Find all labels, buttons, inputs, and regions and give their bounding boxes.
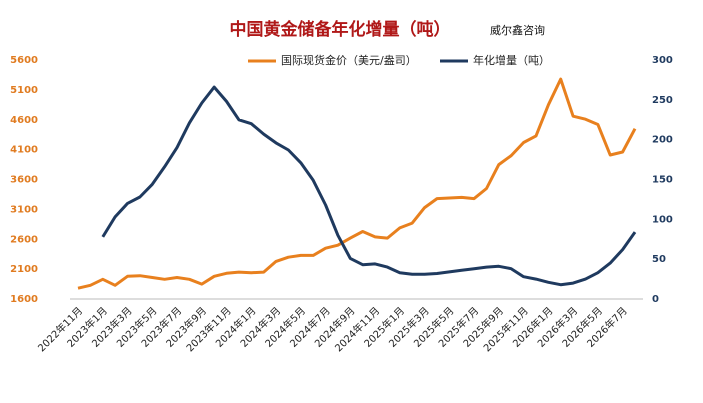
legend-label: 年化增量（吨） [473,53,550,67]
y-tick-label: 2600 [10,234,38,245]
y2-tick-label: 100 [652,214,673,225]
y-tick-label: 1600 [10,294,38,305]
y2-tick-label: 300 [652,55,673,66]
chart-title: 中国黄金储备年化增量（吨） [230,19,451,40]
y-tick-label: 3600 [10,175,38,186]
y2-tick-label: 0 [652,294,659,305]
y2-tick-label: 150 [652,175,673,186]
legend-label: 国际现货金价（美元/盎司） [281,53,417,67]
series-line [77,77,637,290]
series-line [101,85,637,287]
y-tick-label: 4600 [10,115,38,126]
y-tick-label: 5600 [10,55,38,66]
y-tick-label: 3100 [10,204,38,215]
y-tick-label: 2100 [10,264,38,275]
y-tick-label: 5100 [10,85,38,96]
y2-tick-label: 200 [652,135,673,146]
y-tick-label: 4100 [10,145,38,156]
y2-tick-label: 250 [652,95,673,106]
source: 威尔鑫咨询 [490,23,545,37]
y2-tick-label: 50 [652,254,666,265]
